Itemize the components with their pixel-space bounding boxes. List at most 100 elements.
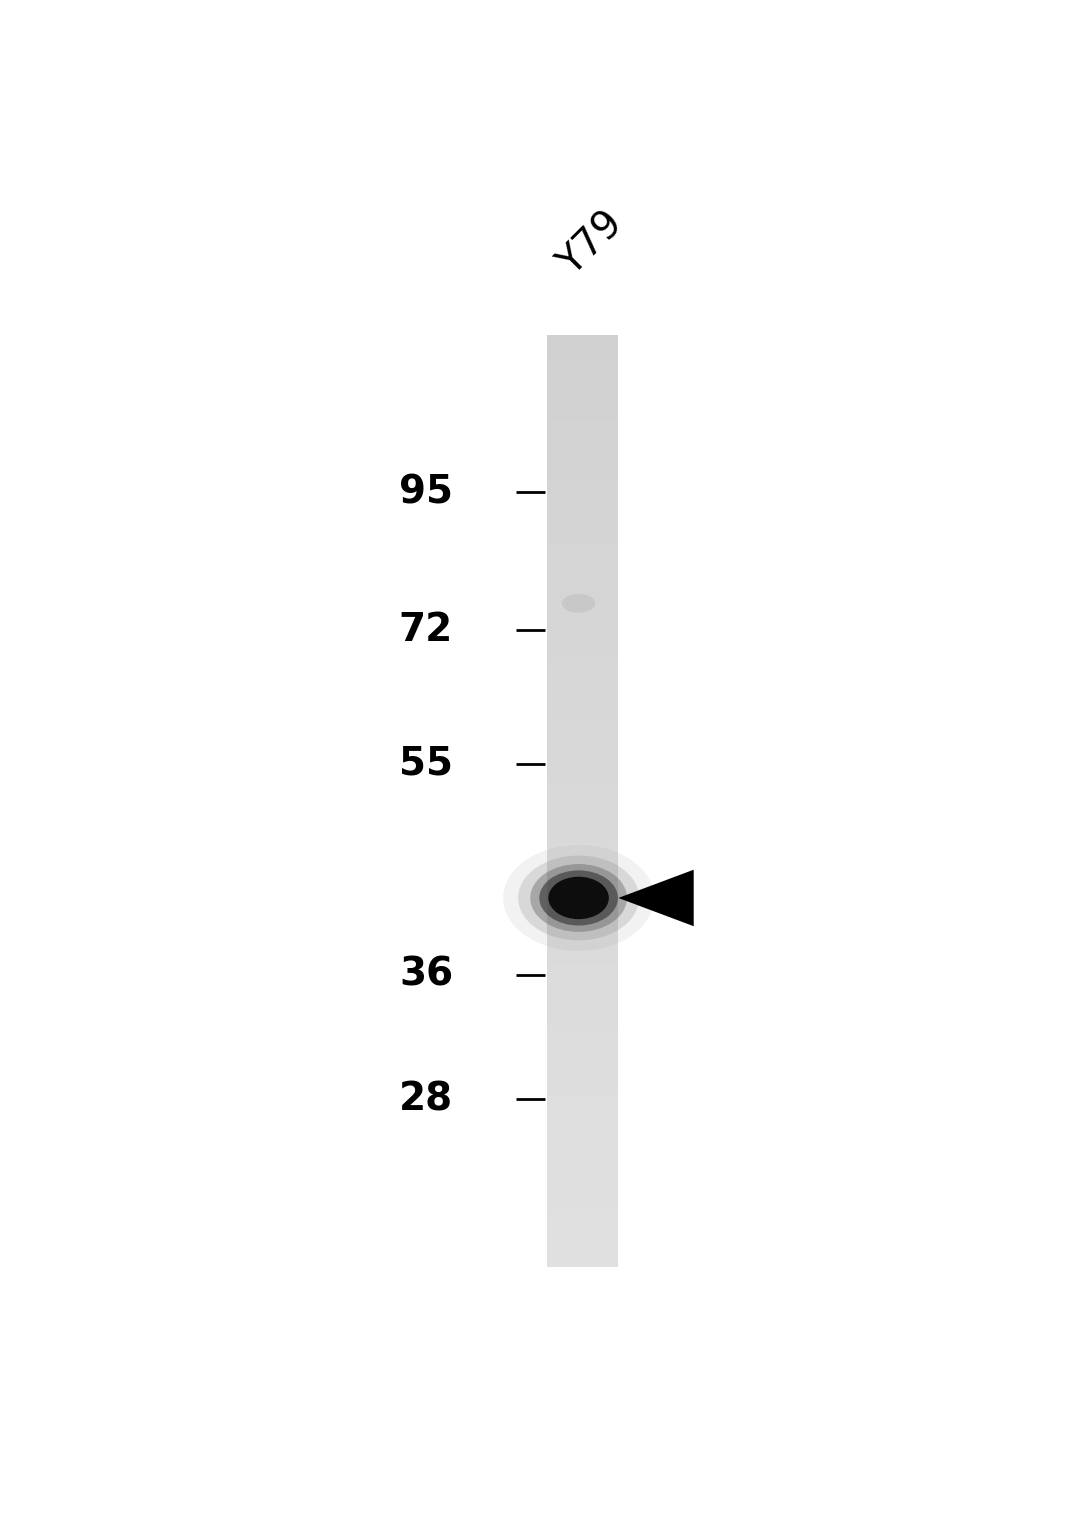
Bar	[548, 1214, 619, 1220]
Bar	[548, 1150, 619, 1154]
Bar	[548, 902, 619, 908]
Bar	[548, 740, 619, 746]
Bar	[548, 373, 619, 378]
Bar	[548, 950, 619, 956]
Bar	[548, 387, 619, 393]
Bar	[548, 619, 619, 625]
Bar	[548, 335, 619, 341]
Bar	[548, 879, 619, 885]
Bar	[548, 800, 619, 806]
Bar	[548, 940, 619, 946]
Text: 95: 95	[400, 474, 454, 511]
Bar	[548, 911, 619, 917]
Bar	[548, 815, 619, 820]
Bar	[548, 615, 619, 621]
Bar	[548, 772, 619, 778]
Text: Y79: Y79	[552, 205, 631, 283]
Bar	[548, 638, 619, 644]
Bar	[548, 754, 619, 760]
Bar	[548, 1014, 619, 1020]
Bar	[548, 683, 619, 690]
Bar	[548, 437, 619, 443]
Bar	[548, 1052, 619, 1058]
Bar	[548, 824, 619, 829]
Bar	[548, 954, 619, 960]
Bar	[548, 549, 619, 555]
Bar	[548, 1061, 619, 1067]
Bar	[548, 344, 619, 350]
Bar	[548, 610, 619, 616]
Bar	[548, 972, 619, 979]
Bar	[548, 1084, 619, 1090]
Bar	[548, 1219, 619, 1225]
Bar	[548, 1057, 619, 1063]
Bar	[548, 460, 619, 466]
Bar	[548, 1261, 619, 1266]
Bar	[548, 679, 619, 685]
Bar	[548, 1205, 619, 1211]
Bar	[548, 963, 619, 969]
Bar	[548, 829, 619, 835]
Text: 36: 36	[399, 956, 454, 994]
Bar	[548, 1112, 619, 1118]
Bar	[548, 451, 619, 457]
Bar	[548, 339, 619, 346]
Bar	[548, 531, 619, 537]
Bar	[548, 995, 619, 1001]
Bar	[548, 428, 619, 434]
Bar	[548, 535, 619, 541]
Bar	[548, 1009, 619, 1015]
Bar	[548, 1135, 619, 1141]
Bar	[548, 647, 619, 653]
Bar	[548, 517, 619, 523]
Bar	[548, 1159, 619, 1164]
Bar	[548, 781, 619, 787]
Bar	[548, 1107, 619, 1113]
Bar	[548, 1164, 619, 1170]
Bar	[548, 1242, 619, 1248]
Bar	[548, 592, 619, 596]
Bar	[548, 917, 619, 922]
Bar	[548, 865, 619, 872]
Bar	[548, 540, 619, 546]
Bar	[548, 982, 619, 988]
Bar	[548, 1018, 619, 1024]
Bar	[548, 1043, 619, 1047]
Bar	[548, 1196, 619, 1202]
Bar	[548, 795, 619, 801]
Bar	[548, 763, 619, 769]
Bar	[548, 1116, 619, 1122]
Bar	[548, 1038, 619, 1043]
Bar	[548, 651, 619, 657]
Ellipse shape	[562, 593, 595, 613]
Bar	[548, 1079, 619, 1086]
Bar	[548, 1093, 619, 1099]
Bar	[548, 713, 619, 719]
Bar	[548, 986, 619, 992]
Bar	[548, 810, 619, 815]
Bar	[548, 717, 619, 723]
Bar	[548, 349, 619, 355]
Bar	[548, 777, 619, 783]
Ellipse shape	[530, 864, 627, 931]
Bar	[548, 414, 619, 420]
Text: 55: 55	[400, 745, 454, 783]
Bar	[548, 1029, 619, 1034]
Bar	[548, 665, 619, 671]
Bar	[548, 1154, 619, 1159]
Bar	[548, 893, 619, 899]
Bar	[548, 485, 619, 489]
Bar	[548, 833, 619, 839]
Bar	[548, 674, 619, 680]
Bar	[548, 401, 619, 407]
Bar	[548, 888, 619, 894]
Bar	[548, 656, 619, 662]
Bar	[548, 1145, 619, 1150]
Bar	[548, 749, 619, 755]
Bar	[548, 521, 619, 528]
Bar	[548, 553, 619, 560]
Bar	[548, 526, 619, 532]
Bar	[548, 396, 619, 402]
Bar	[548, 870, 619, 876]
Bar	[548, 726, 619, 732]
